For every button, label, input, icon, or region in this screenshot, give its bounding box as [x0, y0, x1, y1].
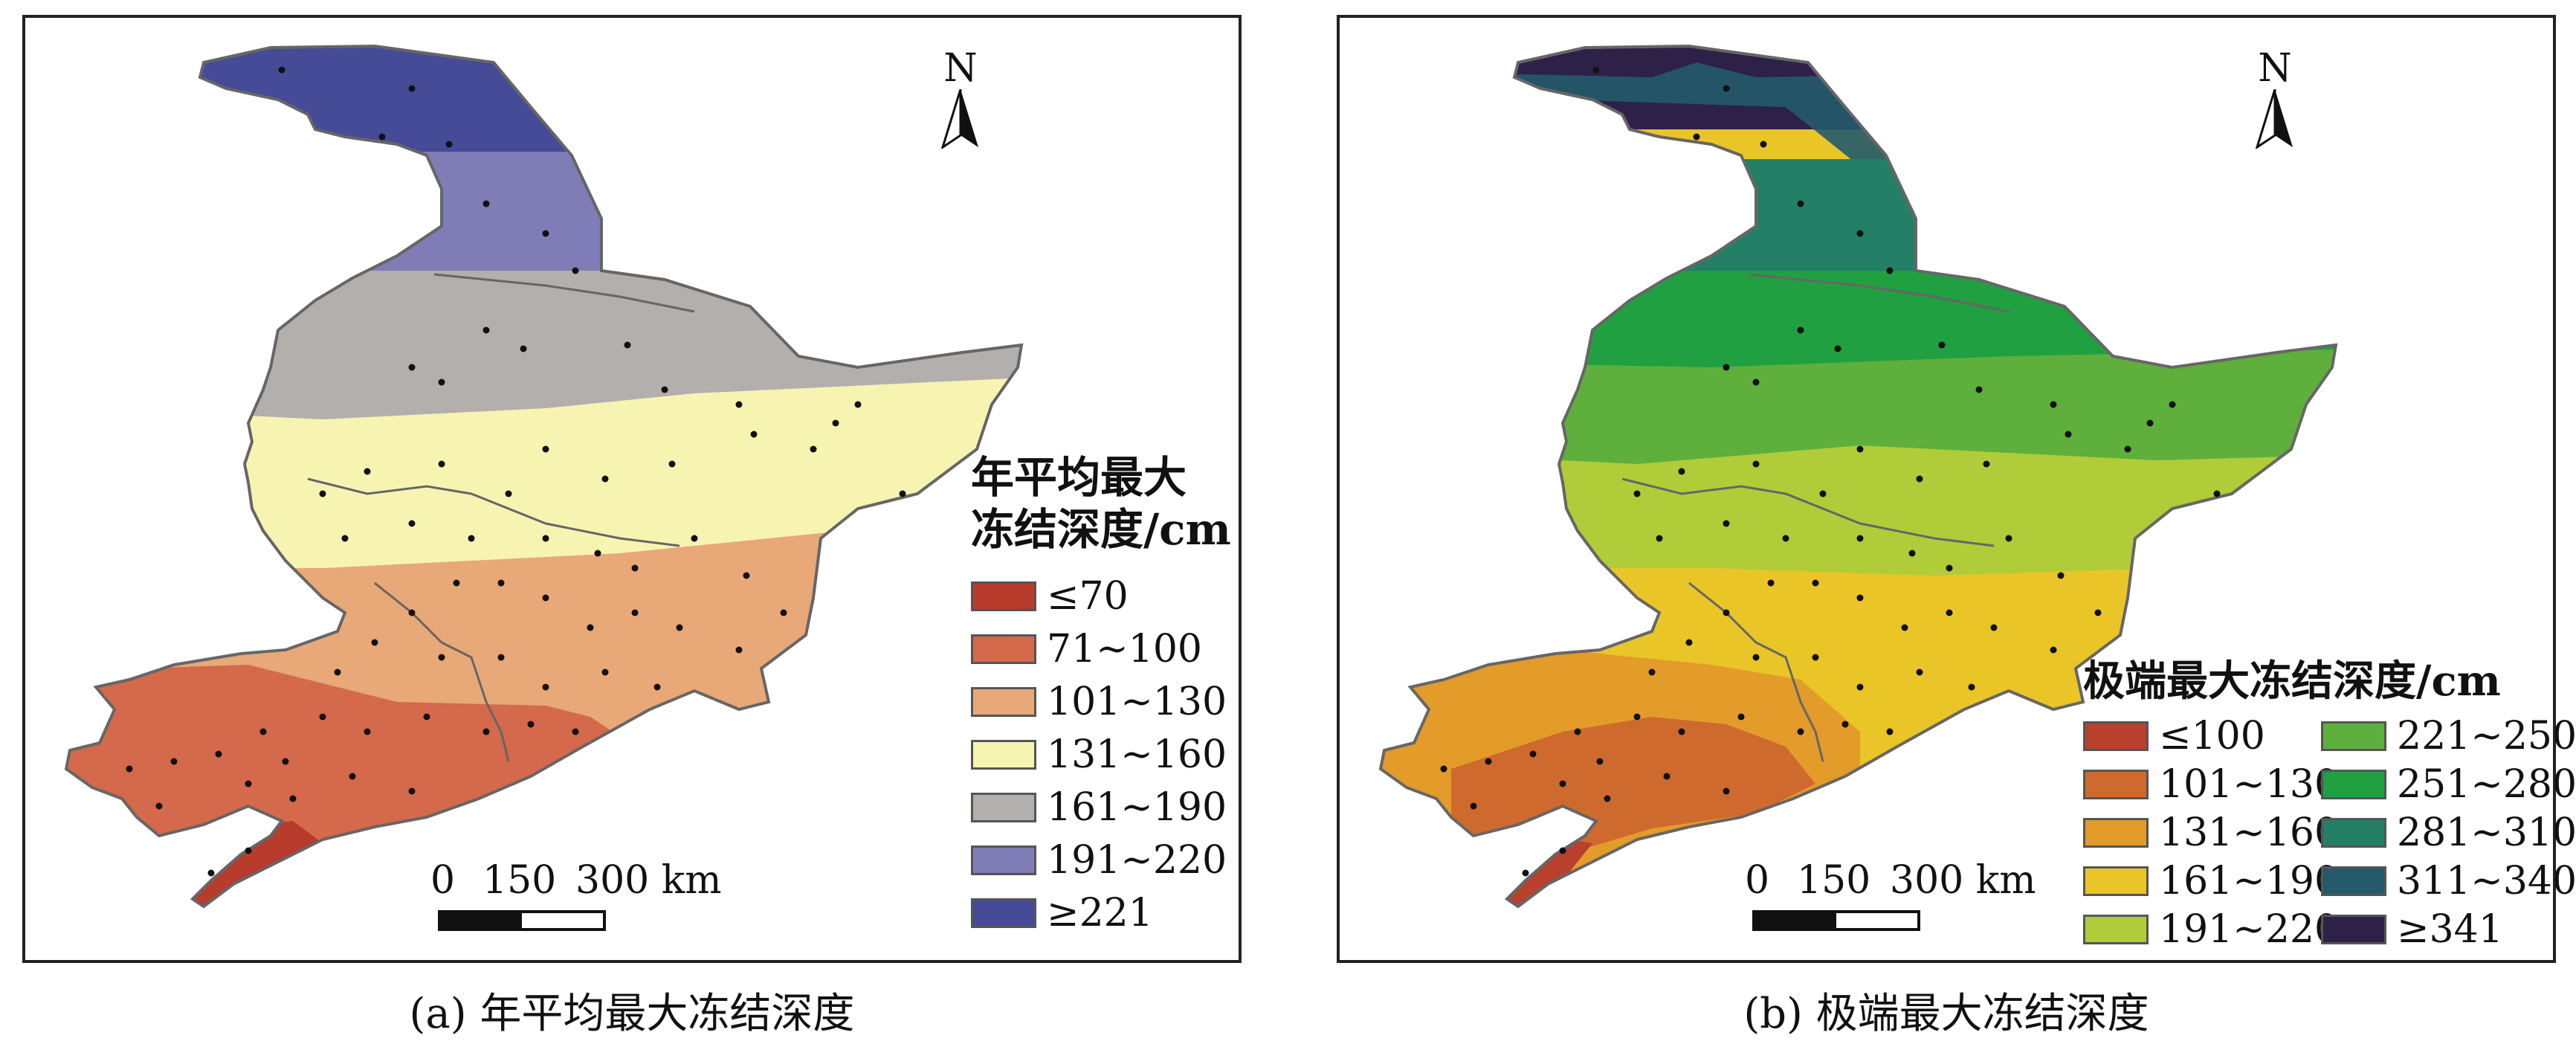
legend-item: 161~190	[971, 788, 1227, 827]
north-arrow: N	[2245, 48, 2305, 152]
scale-label-300: 300 km	[575, 858, 722, 903]
north-arrow-icon	[2255, 88, 2293, 150]
legend-item: ≤70	[971, 577, 1129, 616]
legend-label: 161~190	[1047, 785, 1227, 830]
scale-bar-graphic	[438, 910, 606, 931]
legend-swatch	[971, 740, 1036, 770]
legend-label: ≥221	[1047, 891, 1153, 935]
legend-label: ≤70	[1047, 574, 1129, 619]
legend-label: ≤100	[2159, 714, 2265, 758]
legend-item: 101~130	[971, 683, 1227, 721]
station-dots-a	[126, 66, 906, 877]
legend-label: 251~280	[2397, 762, 2576, 807]
legend-label: 71~100	[1047, 627, 1202, 671]
legend-swatch	[971, 687, 1036, 717]
legend-label: 101~130	[1047, 680, 1227, 724]
scale-label-0: 0	[430, 858, 456, 903]
legend-swatch	[971, 793, 1036, 822]
scale-label-300: 300 km	[1890, 858, 2036, 903]
legend-label: 281~310	[2397, 811, 2576, 855]
legend-label: ≥341	[2397, 907, 2503, 952]
legend-label: 221~250	[2397, 714, 2576, 758]
legend-label: 101~130	[2159, 762, 2340, 807]
legend-swatch	[2083, 721, 2149, 751]
caption-b: (b) 极端最大冻结深度	[1743, 990, 2149, 1038]
legend-label: 131~160	[1047, 732, 1227, 777]
north-label: N	[943, 46, 978, 91]
legend-swatch	[2083, 915, 2149, 944]
legend-title-line1: 年平均最大	[971, 452, 1187, 503]
legend-item: 131~160	[2083, 814, 2339, 852]
legend-swatch	[971, 898, 1036, 928]
legend-swatch	[971, 582, 1036, 611]
legend-item: 131~160	[971, 735, 1227, 774]
legend-item: 281~310	[2321, 814, 2576, 852]
region-map-b	[1379, 45, 2337, 908]
legend-item: 251~280	[2321, 765, 2576, 804]
legend-item: ≥221	[971, 894, 1153, 932]
legend-swatch	[2083, 818, 2149, 848]
scale-label-150: 150	[1797, 858, 1871, 903]
legend-swatch	[2321, 770, 2386, 799]
legend-swatch	[971, 634, 1036, 664]
caption-a: (a) 年平均最大冻结深度	[409, 990, 855, 1038]
legend-swatch	[2083, 866, 2149, 896]
scale-bar: 0 150 300 km	[416, 858, 722, 940]
legend-item: 191~220	[971, 841, 1227, 880]
legend-item: 191~220	[2083, 910, 2339, 949]
legend-label: 161~190	[2159, 859, 2340, 903]
region-map-a	[65, 45, 1023, 908]
north-label: N	[2258, 46, 2292, 91]
legend-swatch	[2321, 915, 2386, 944]
legend-item: ≥341	[2321, 910, 2503, 949]
legend-swatch	[2321, 866, 2386, 896]
legend-item: 71~100	[971, 630, 1202, 669]
north-arrow-icon	[940, 88, 978, 150]
scale-bar-graphic	[1752, 910, 1920, 931]
legend-item: 101~130	[2083, 765, 2339, 804]
legend-label: 191~220	[1047, 838, 1227, 883]
legend-swatch	[2321, 721, 2386, 751]
legend-item: 221~250	[2321, 717, 2576, 756]
legend-label: 131~160	[2159, 811, 2340, 855]
station-dots-b	[1440, 66, 2221, 877]
north-arrow: N	[931, 48, 990, 152]
legend-item: 161~190	[2083, 862, 2339, 901]
legend-label: 311~340	[2397, 859, 2576, 903]
legend-title-line2: 冻结深度/cm	[971, 504, 1231, 555]
legend-item: 311~340	[2321, 862, 2576, 901]
scale-label-0: 0	[1745, 858, 1770, 903]
scale-bar: 0 150 300 km	[1730, 858, 2036, 940]
scale-label-150: 150	[482, 858, 557, 903]
legend-title: 极端最大冻结深度/cm	[2083, 657, 2501, 706]
legend-swatch	[2321, 818, 2386, 848]
legend-label: 191~220	[2159, 907, 2340, 952]
legend-swatch	[2083, 770, 2149, 799]
map-panel-b: N 极端最大冻结深度/cm ≤100 101~130 131~160 161~1…	[1337, 15, 2576, 963]
legend-swatch	[971, 845, 1036, 875]
map-panel-a: N 年平均最大 冻结深度/cm ≤70 71~100 101~130 131~1…	[22, 15, 1242, 963]
legend-item: ≤100	[2083, 717, 2265, 756]
